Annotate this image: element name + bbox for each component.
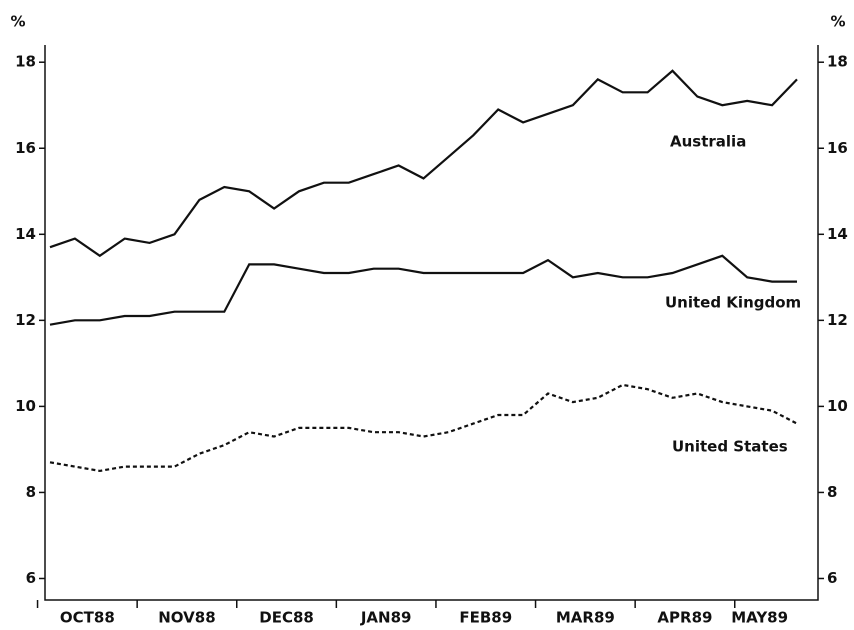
x-tick-label: MAR89 xyxy=(556,609,615,627)
x-tick-label: APR89 xyxy=(657,609,712,627)
y2-tick-label: 18 xyxy=(827,53,848,71)
y-tick-label: 8 xyxy=(26,483,36,501)
series-label: Australia xyxy=(670,133,746,151)
y-tick-label: 18 xyxy=(15,53,36,71)
x-tick-label: NOV88 xyxy=(158,609,215,627)
y2-tick-label: 6 xyxy=(827,569,837,587)
series-label: United States xyxy=(672,438,788,456)
y2-tick-label: 8 xyxy=(827,483,837,501)
x-tick-label: MAY89 xyxy=(731,609,788,627)
y2-axis-label: % xyxy=(830,13,845,31)
y-tick-label: 16 xyxy=(15,139,36,157)
y2-tick-label: 16 xyxy=(827,139,848,157)
y2-tick-label: 12 xyxy=(827,311,848,329)
x-tick-label: FEB89 xyxy=(459,609,512,627)
series-line xyxy=(49,69,798,258)
x-tick-label: OCT88 xyxy=(60,609,115,627)
series-line xyxy=(49,383,798,473)
y2-tick-label: 10 xyxy=(827,397,848,415)
x-tick-label: DEC88 xyxy=(259,609,314,627)
y2-tick-label: 14 xyxy=(827,225,848,243)
y-tick-label: 10 xyxy=(15,397,36,415)
series-line xyxy=(49,254,797,326)
x-tick-label: JAN89 xyxy=(360,609,412,627)
y-axis-label: % xyxy=(10,13,25,31)
y-tick-label: 6 xyxy=(26,569,36,587)
axes xyxy=(44,45,819,601)
series-label: United Kingdom xyxy=(665,294,801,312)
y-tick-label: 14 xyxy=(15,225,36,243)
y-tick-label: 12 xyxy=(15,311,36,329)
